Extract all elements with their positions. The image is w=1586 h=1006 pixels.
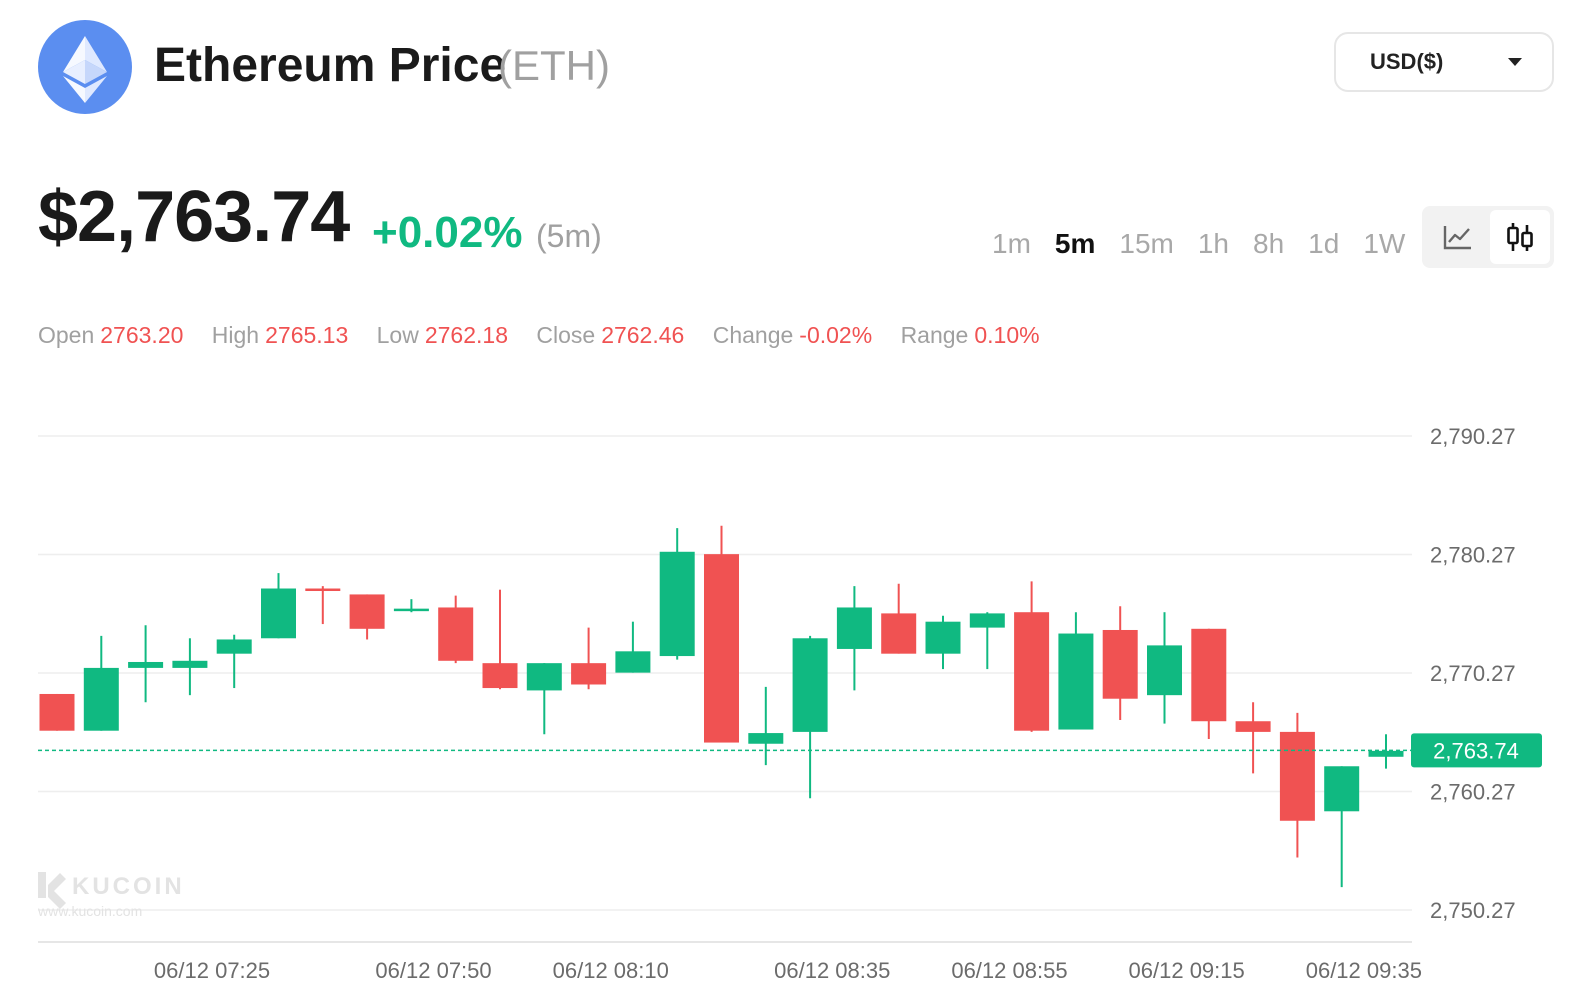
candle-body-up — [261, 588, 296, 639]
change-value: -0.02% — [799, 322, 873, 348]
caret-down-icon — [1508, 58, 1522, 66]
candle-body-up — [83, 667, 119, 731]
low-value: 2762.18 — [424, 322, 508, 348]
chart-type-toggle — [1422, 206, 1554, 268]
high-value: 2765.13 — [265, 322, 349, 348]
watermark-brand: KUCOIN — [72, 873, 185, 900]
x-tick-label: 06/12 09:15 — [1129, 958, 1245, 983]
candlestick-button[interactable] — [1490, 210, 1550, 264]
page-title: Ethereum Price — [154, 39, 507, 92]
interval-tab-15m[interactable]: 15m — [1119, 228, 1174, 259]
candle-body-up — [393, 608, 429, 612]
candle-body-down — [1235, 721, 1271, 732]
interval-tab-1d[interactable]: 1d — [1308, 228, 1340, 259]
high-label: High — [211, 322, 260, 348]
y-tick-label: 2,780.27 — [1430, 543, 1516, 568]
watermark-url: www.kucoin.com — [37, 903, 142, 919]
change-label: Change — [712, 322, 794, 348]
candle-body-up — [925, 621, 961, 654]
candle-body-down — [1191, 628, 1227, 722]
candle-body-up — [659, 551, 695, 657]
candle-body-down — [438, 607, 474, 661]
current-price-marker: 2,763.74 — [38, 733, 1542, 768]
candle-body-up — [128, 661, 164, 668]
candle-body-up — [1368, 750, 1404, 757]
range-label: Range — [900, 322, 969, 348]
open-label: Open — [38, 322, 95, 348]
kucoin-logo-icon — [38, 872, 66, 909]
open-value: 2763.20 — [100, 322, 184, 348]
x-tick-label: 06/12 08:10 — [553, 958, 669, 983]
ohlc-stats: Open 2763.20 High 2765.13 Low 2762.18 Close… — [38, 322, 1062, 349]
line-chart-button[interactable] — [1428, 210, 1488, 264]
x-tick-label: 06/12 08:35 — [774, 958, 890, 983]
candle-body-up — [1324, 766, 1360, 812]
candle-body-down — [704, 554, 739, 743]
candle-body-up — [526, 663, 562, 691]
current-price-badge — [1411, 733, 1542, 768]
candle-body-down — [1014, 612, 1050, 731]
close-value: 2762.46 — [601, 322, 685, 348]
interval-tab-5m[interactable]: 5m — [1054, 228, 1096, 259]
candle-body-up — [1058, 633, 1094, 730]
candle-body-up — [748, 733, 784, 744]
interval-tab-8h[interactable]: 8h — [1253, 228, 1285, 259]
candle-body-up — [836, 607, 872, 649]
kucoin-watermark: KUCOIN www.kucoin.com — [37, 872, 185, 919]
currency-select-value: USD($) — [1370, 49, 1444, 74]
candle-body-down — [305, 588, 341, 592]
close-label: Close — [536, 322, 596, 348]
candle-body-down — [1279, 731, 1315, 821]
candle-body-down — [881, 613, 917, 654]
candlestick-icon — [1507, 223, 1533, 251]
x-axis: 06/12 07:25 06/12 07:50 06/12 08:10 06/12 0… — [154, 958, 1422, 983]
candle-body-up — [1147, 645, 1182, 696]
candle-series — [39, 525, 1404, 888]
candle-body-down — [1102, 629, 1138, 699]
x-tick-label: 06/12 08:55 — [951, 958, 1067, 983]
interval-tabs: 1m 5m 15m 1h 8h 1d 1W — [980, 228, 1417, 260]
candle-body-up — [969, 613, 1005, 628]
price-change-period: (5m) — [536, 218, 602, 254]
candle-body-down — [482, 663, 518, 689]
x-tick-label: 06/12 07:50 — [375, 958, 491, 983]
candle-body-up — [172, 660, 208, 668]
line-chart-icon — [1443, 226, 1471, 250]
interval-tab-1w[interactable]: 1W — [1363, 228, 1406, 259]
candle-body-up — [792, 638, 828, 732]
y-tick-label: 2,790.27 — [1430, 424, 1516, 449]
current-price-label: 2,763.74 — [1433, 738, 1519, 763]
x-tick-label: 06/12 09:35 — [1306, 958, 1422, 983]
low-label: Low — [376, 322, 419, 348]
y-tick-label: 2,760.27 — [1430, 780, 1516, 805]
currency-select[interactable]: USD($) — [1334, 32, 1554, 92]
candle-body-down — [39, 693, 75, 731]
price-change: +0.02% — [372, 208, 523, 257]
ethereum-logo-icon — [38, 20, 132, 114]
current-price: $2,763.74 — [38, 177, 350, 257]
y-tick-label: 2,770.27 — [1430, 661, 1516, 686]
candlestick-chart[interactable]: KUCOIN www.kucoin.com 2,790.272,780.272,… — [0, 380, 1586, 1006]
y-axis: 2,790.27 2,780.27 2,770.27 2,760.27 2,750.27 — [1430, 424, 1516, 923]
candle-body-up — [615, 651, 651, 673]
range-value: 0.10% — [974, 322, 1040, 348]
candle-body-up — [216, 639, 252, 654]
ticker-symbol: (ETH) — [498, 42, 610, 89]
interval-tab-1m[interactable]: 1m — [992, 228, 1031, 259]
candle-body-down — [349, 594, 385, 629]
interval-tab-1h[interactable]: 1h — [1197, 228, 1229, 259]
x-tick-label: 06/12 07:25 — [154, 958, 270, 983]
candle-body-down — [571, 663, 607, 685]
y-tick-label: 2,750.27 — [1430, 898, 1516, 923]
